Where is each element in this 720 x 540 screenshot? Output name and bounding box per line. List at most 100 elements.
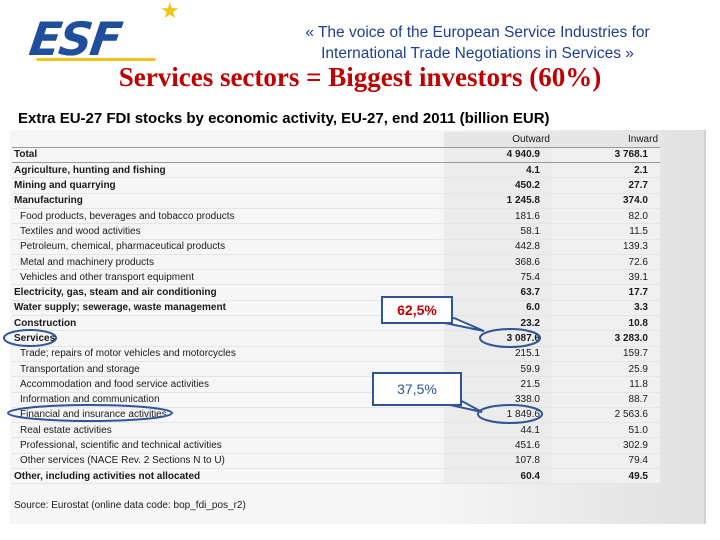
inward-value: 3 283.0: [552, 330, 660, 347]
header-spacer: [12, 132, 444, 148]
row-label: Other services (NACE Rev. 2 Sections N t…: [12, 453, 444, 470]
outward-value: 1 245.8: [444, 193, 552, 209]
outward-value: 181.6: [444, 208, 552, 225]
table-row: Real estate activities 44.1 51.0: [12, 422, 660, 439]
table-row: Petroleum, chemical, pharmaceutical prod…: [12, 239, 660, 255]
outward-value: 4.1: [444, 162, 552, 179]
table-row: Construction 23.2 10.8: [12, 315, 660, 332]
inward-value: 374.0: [552, 193, 660, 209]
tagline: « The voice of the European Service Indu…: [250, 22, 705, 64]
row-label: Total: [12, 147, 444, 164]
row-label: Other, including activities not allocate…: [12, 468, 444, 485]
table-row: Total 4 940.9 3 768.1: [12, 147, 660, 164]
row-label: Metal and machinery products: [12, 254, 444, 271]
row-label: Financial and insurance activities: [12, 407, 444, 424]
outward-value: 107.8: [444, 453, 552, 470]
outward-value: 75.4: [444, 269, 552, 286]
table-header-row: Outward Inward: [12, 132, 660, 148]
fdi-table: Outward Inward Total 4 940.9 3 768.1 Agric…: [12, 132, 660, 485]
inward-value: 302.9: [552, 437, 660, 454]
inward-value: 139.3: [552, 239, 660, 255]
inward-value: 82.0: [552, 208, 660, 225]
inward-value: 11.8: [552, 376, 660, 393]
row-label: Transportation and storage: [12, 361, 444, 378]
row-label: Mining and quarrying: [12, 177, 444, 194]
row-label: Vehicles and other transport equipment: [12, 269, 444, 286]
outward-value: 1 849.6: [444, 407, 552, 424]
table-row: Other services (NACE Rev. 2 Sections N t…: [12, 453, 660, 470]
services-share-callout: 62,5%: [381, 296, 453, 324]
row-label: Construction: [12, 315, 444, 332]
outward-value: 215.1: [444, 346, 552, 362]
table-row: Transportation and storage 59.9 25.9: [12, 361, 660, 378]
inward-value: 17.7: [552, 284, 660, 301]
table-row: Electricity, gas, steam and air conditio…: [12, 284, 660, 301]
inward-value: 159.7: [552, 346, 660, 362]
esf-logo: ESF ★: [26, 0, 190, 66]
inward-header: Inward: [552, 132, 660, 148]
row-label: Manufacturing: [12, 193, 444, 209]
table-row: Vehicles and other transport equipment 75…: [12, 269, 660, 286]
row-label: Information and communication: [12, 392, 444, 408]
outward-value: 44.1: [444, 422, 552, 439]
outward-header: Outward: [444, 132, 552, 148]
tagline-line-1: « The voice of the European Service Indu…: [305, 24, 650, 41]
outward-value: 60.4: [444, 468, 552, 485]
outward-value: 442.8: [444, 239, 552, 255]
table-row: Information and communication 338.0 88.7: [12, 392, 660, 408]
table-title: Extra EU-27 FDI stocks by economic activ…: [18, 110, 550, 127]
row-label: Real estate activities: [12, 422, 444, 439]
row-label: Services: [12, 330, 444, 347]
outward-value: 23.2: [444, 315, 552, 332]
outward-value: 4 940.9: [444, 147, 552, 164]
outward-value: 58.1: [444, 223, 552, 240]
row-label: Water supply; sewerage, waste management: [12, 300, 444, 317]
outward-value: 63.7: [444, 284, 552, 301]
row-label: Electricity, gas, steam and air conditio…: [12, 284, 444, 301]
table-row: Manufacturing 1 245.8 374.0: [12, 193, 660, 209]
inward-value: 72.6: [552, 254, 660, 271]
inward-value: 2.1: [552, 162, 660, 179]
row-label: Agriculture, hunting and fishing: [12, 162, 444, 179]
logo-swoosh: [36, 58, 156, 61]
outward-value: 6.0: [444, 300, 552, 317]
outward-value: 59.9: [444, 361, 552, 378]
inward-value: 2 563.6: [552, 407, 660, 424]
inward-value: 51.0: [552, 422, 660, 439]
row-label: Textiles and wood activities: [12, 223, 444, 240]
outward-value: 3 087.6: [444, 330, 552, 347]
table-row: Agriculture, hunting and fishing 4.1 2.1: [12, 162, 660, 179]
outward-value: 21.5: [444, 376, 552, 393]
table-row: Mining and quarrying 450.2 27.7: [12, 177, 660, 194]
inward-value: 11.5: [552, 223, 660, 240]
inward-value: 3 768.1: [552, 147, 660, 164]
tagline-line-2: International Trade Negotiations in Serv…: [321, 45, 634, 62]
table-row: Financial and insurance activities 1 849.…: [12, 407, 660, 424]
row-label: Professional, scientific and technical a…: [12, 437, 444, 454]
table-row: Services 3 087.6 3 283.0: [12, 330, 660, 347]
table-row: Metal and machinery products 368.6 72.6: [12, 254, 660, 271]
inward-value: 25.9: [552, 361, 660, 378]
inward-value: 49.5: [552, 468, 660, 485]
table-row: Textiles and wood activities 58.1 11.5: [12, 223, 660, 240]
row-label: Trade; repairs of motor vehicles and mot…: [12, 346, 444, 362]
table-row: Water supply; sewerage, waste management…: [12, 300, 660, 317]
outward-value: 450.2: [444, 177, 552, 194]
table-row: Food products, beverages and tobacco pro…: [12, 208, 660, 225]
table-row: Professional, scientific and technical a…: [12, 437, 660, 454]
source-note: Source: Eurostat (online data code: bop_…: [14, 500, 246, 511]
star-icon: ★: [160, 0, 180, 23]
inward-value: 79.4: [552, 453, 660, 470]
row-label: Petroleum, chemical, pharmaceutical prod…: [12, 239, 444, 255]
inward-value: 88.7: [552, 392, 660, 408]
outward-value: 368.6: [444, 254, 552, 271]
inward-value: 10.8: [552, 315, 660, 332]
slide-title: Services sectors = Biggest investors (60…: [118, 62, 602, 92]
inward-value: 27.7: [552, 177, 660, 194]
inward-value: 3.3: [552, 300, 660, 317]
table-row: Accommodation and food service activitie…: [12, 376, 660, 393]
inward-value: 39.1: [552, 269, 660, 286]
outward-value: 451.6: [444, 437, 552, 454]
financial-share-callout: 37,5%: [372, 372, 462, 406]
table-row: Other, including activities not allocate…: [12, 468, 660, 485]
